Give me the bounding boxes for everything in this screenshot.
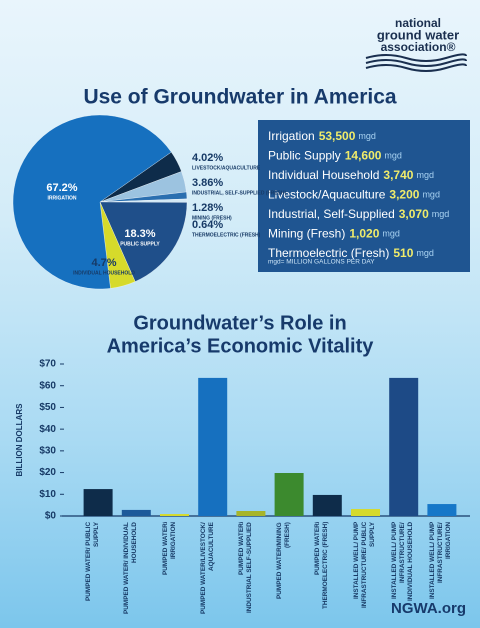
pie-value-label: 3.86% bbox=[192, 177, 223, 189]
bar bbox=[351, 509, 380, 516]
usage-label: Livestock/Aquaculture bbox=[268, 188, 386, 202]
bar bbox=[160, 514, 189, 516]
x-tick-label: INSTALLED WELL/ PUMP INFRASTRUCTURE/ PUB… bbox=[352, 522, 376, 609]
pie-slice bbox=[12, 114, 172, 290]
pie-category-label: INDUSTRIAL, SELF-SUPPLIED (FRESH) bbox=[192, 190, 287, 196]
x-tick-label: PUMPED WATER/ IRRIGATION bbox=[161, 522, 177, 576]
bar bbox=[198, 377, 228, 516]
y-tick-label: $30 bbox=[39, 445, 56, 456]
pie-value-label: 4.7% bbox=[91, 257, 116, 269]
usage-value: 1,020 bbox=[349, 227, 379, 241]
usage-row: Industrial, Self-Supplied 3,070 mgd bbox=[268, 207, 449, 221]
x-tick-label: INSTALLED WELL/ PUMP INFRASTRUCTURE/ IRR… bbox=[428, 522, 452, 600]
y-tick-label: $60 bbox=[39, 380, 56, 391]
usage-row: Public Supply 14,600 mgd bbox=[268, 149, 402, 163]
pie-category-label: THERMOELECTRIC (FRESH) bbox=[192, 232, 261, 238]
y-tick-label: $50 bbox=[39, 402, 56, 413]
x-tick-label: INSTALLED WELL/ PUMP INFRASTRUCTURE/ IND… bbox=[390, 522, 414, 602]
y-axis-label: BILLION DOLLARS bbox=[15, 403, 24, 477]
usage-value: 53,500 bbox=[319, 129, 356, 143]
bar-title: Groundwater’s Role in bbox=[133, 312, 346, 334]
bar bbox=[274, 473, 304, 516]
pie-title: Use of Groundwater in America bbox=[83, 86, 396, 109]
bar bbox=[121, 509, 151, 516]
pie-category-label: LIVESTOCK/AQUACULTURE bbox=[192, 165, 261, 171]
pie-category-label: IRRIGATION bbox=[47, 195, 76, 201]
usage-value: 510 bbox=[393, 246, 413, 260]
usage-unit: mgd bbox=[382, 229, 400, 239]
x-tick-label: PUMPED WATER/ INDIVIDUAL HOUSEHOLD bbox=[123, 522, 139, 614]
usage-label: Mining (Fresh) bbox=[268, 227, 345, 241]
usage-label: Industrial, Self-Supplied bbox=[268, 207, 395, 221]
logo-line: national bbox=[395, 16, 441, 30]
logo-waves bbox=[365, 53, 467, 72]
pie-value-label: 1.28% bbox=[192, 202, 223, 214]
usage-label: Thermoelectric (Fresh) bbox=[268, 246, 389, 260]
y-tick-label: $0 bbox=[45, 511, 57, 522]
y-tick-label: $10 bbox=[39, 489, 56, 500]
usage-label: Irrigation bbox=[268, 129, 315, 143]
x-tick-label: PUMPED WATER/ PUBLIC SUPPLY bbox=[85, 522, 101, 602]
logo-line: ground water bbox=[377, 27, 459, 42]
usage-unit: mgd bbox=[384, 151, 402, 161]
usage-row: Mining (Fresh) 1,020 mgd bbox=[268, 227, 400, 241]
bar bbox=[427, 504, 457, 516]
pie-value-label: 4.02% bbox=[192, 152, 223, 164]
y-tick-label: $70 bbox=[39, 359, 56, 370]
x-tick-label: PUMPED WATER/ INDUSTRIAL SELF-SUPPLIED bbox=[237, 522, 253, 613]
usage-unit: mgd bbox=[422, 190, 440, 200]
usage-unit: mgd bbox=[416, 248, 434, 258]
x-tick-label: PUMPED WATER/MINING (FRESH) bbox=[276, 522, 292, 599]
usage-value: 14,600 bbox=[345, 149, 382, 163]
bar bbox=[83, 489, 113, 516]
x-tick-label: PUMPED WATER/LIVESTOCK/ AQUACULTURE bbox=[199, 522, 215, 614]
usage-value: 3,740 bbox=[383, 168, 413, 182]
pie-category-label: MINING (FRESH) bbox=[192, 215, 232, 221]
x-tick-label: PUMPED WATER/ THERMOELECTRIC (FRESH) bbox=[314, 522, 330, 610]
usage-unit: mgd bbox=[358, 131, 376, 141]
usage-row: Thermoelectric (Fresh) 510 mgd bbox=[268, 246, 434, 260]
usage-value: 3,070 bbox=[399, 207, 429, 221]
usage-row: Livestock/Aquaculture 3,200 mgd bbox=[268, 188, 440, 202]
pie-value-label: 0.64% bbox=[192, 219, 223, 231]
usage-unit: mgd bbox=[432, 209, 450, 219]
usage-note: mgd= MILLION GALLONS PER DAY bbox=[268, 259, 375, 266]
footer: NGWA.org bbox=[391, 600, 466, 617]
y-tick-label: $20 bbox=[39, 467, 56, 478]
usage-row: Individual Household 3,740 mgd bbox=[268, 168, 434, 182]
y-tick-label: $40 bbox=[39, 424, 56, 435]
bar bbox=[312, 494, 342, 516]
pie-slice bbox=[99, 201, 188, 282]
pie-value-label: 18.3% bbox=[124, 228, 155, 240]
bar bbox=[389, 377, 419, 516]
usage-row: Irrigation 53,500 mgd bbox=[268, 129, 376, 143]
usage-unit: mgd bbox=[416, 170, 434, 180]
bar-title: America’s Economic Vitality bbox=[107, 335, 375, 357]
usage-value: 3,200 bbox=[389, 188, 419, 202]
pie-value-label: 67.2% bbox=[46, 182, 77, 194]
pie-category-label: INDIVIDUAL HOUSEHOLD bbox=[73, 270, 135, 276]
usage-label: Individual Household bbox=[268, 168, 379, 182]
usage-label: Public Supply bbox=[268, 149, 341, 163]
logo: national ground water association® bbox=[365, 16, 467, 72]
pie-category-label: PUBLIC SUPPLY bbox=[120, 241, 160, 247]
usage-box bbox=[258, 120, 470, 272]
bar bbox=[236, 511, 266, 516]
logo-line: association® bbox=[381, 40, 456, 54]
